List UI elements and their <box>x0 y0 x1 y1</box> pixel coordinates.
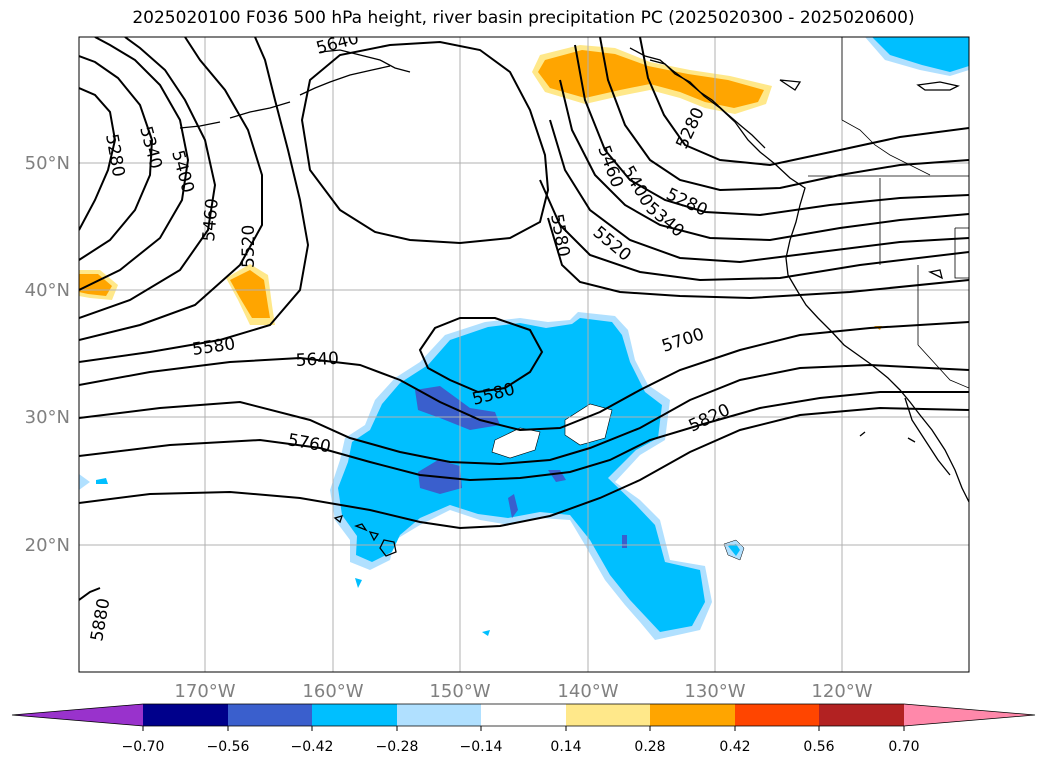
lon-label: 170°W <box>174 681 235 702</box>
colorbar-tick-label: −0.28 <box>376 739 419 755</box>
contour-label: 5460 <box>199 198 223 243</box>
contour-label: 5820 <box>686 400 734 436</box>
lat-label: 30°N <box>25 407 70 428</box>
contour-label: 5700 <box>659 324 706 356</box>
colorbar-tick-label: −0.70 <box>122 739 165 755</box>
lon-label: 150°W <box>429 681 490 702</box>
colorbar-min-extension <box>12 704 143 726</box>
colorbar-tick-label: 0.14 <box>550 739 581 755</box>
colorbar: −0.70 −0.56 −0.42 −0.28 −0.14 0.14 0.28 … <box>11 703 1036 755</box>
colorbar-tick-label: 0.42 <box>719 739 750 755</box>
colorbar-tick-label: 0.70 <box>888 739 919 755</box>
contour-label: 5460 <box>593 143 627 190</box>
map-title: 2025020100 F036 500 hPa height, river ba… <box>132 8 915 28</box>
colorbar-segment <box>397 704 481 726</box>
contour-label: 5280 <box>672 104 708 152</box>
longitude-labels: 170°W 160°W 150°W 140°W 130°W 120°W <box>174 681 872 702</box>
map-frame <box>78 36 970 673</box>
contour-label: 5880 <box>87 597 114 643</box>
lon-label: 160°W <box>302 681 363 702</box>
colorbar-segment <box>228 704 312 726</box>
lat-label: 40°N <box>25 280 70 301</box>
colorbar-segment <box>143 704 228 726</box>
graticule <box>79 37 969 672</box>
latitude-labels: 50°N 40°N 30°N 20°N <box>25 153 70 556</box>
contour-label: 5640 <box>295 349 339 371</box>
coastlines <box>179 37 969 557</box>
contour-label: 5640 <box>314 28 361 59</box>
contour-label: 5580 <box>191 334 237 360</box>
colorbar-max-extension <box>904 704 1035 726</box>
height-contours <box>79 37 969 601</box>
lon-label: 130°W <box>684 681 745 702</box>
colorbar-segment <box>566 704 650 726</box>
colorbar-segment <box>312 704 397 726</box>
colorbar-tick-label: 0.56 <box>803 739 834 755</box>
colorbar-segment <box>650 704 735 726</box>
colorbar-tick-label: −0.56 <box>207 739 250 755</box>
lon-label: 140°W <box>557 681 618 702</box>
colorbar-tick-label: −0.14 <box>460 739 503 755</box>
colorbar-tick-label: 0.28 <box>634 739 665 755</box>
contour-label: 5400 <box>167 148 198 195</box>
lat-label: 20°N <box>25 535 70 556</box>
contour-label: 5280 <box>101 132 128 178</box>
colorbar-tick-label: −0.42 <box>291 739 334 755</box>
colorbar-segment <box>819 704 904 726</box>
colorbar-segment <box>481 704 566 726</box>
contour-label: 5520 <box>239 225 259 268</box>
lon-label: 120°W <box>811 681 872 702</box>
contour-label: 5760 <box>286 430 332 457</box>
lat-label: 50°N <box>25 153 70 174</box>
precip-positive-area <box>538 50 764 108</box>
contour-label: 5340 <box>135 124 166 171</box>
contour-label: 5520 <box>589 223 635 266</box>
contour-label: 5580 <box>546 212 573 258</box>
colorbar-segment <box>735 704 819 726</box>
